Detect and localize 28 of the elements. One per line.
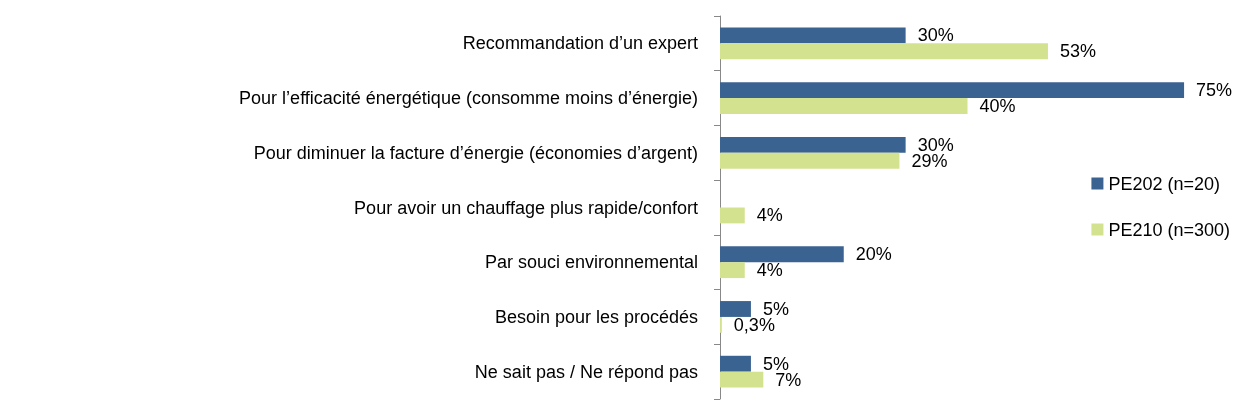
- y-tick-label: Pour l’efficacité énergétique (consomme moins d’énergie): [239, 88, 698, 109]
- y-tick-label: Ne sait pas / Ne répond pas: [474, 361, 698, 382]
- bar: [720, 246, 844, 263]
- bar: [720, 82, 1185, 99]
- data-label: 20%: [855, 244, 892, 265]
- bar: [720, 98, 968, 114]
- data-label: 4%: [756, 205, 783, 226]
- data-label: 75%: [1196, 80, 1233, 101]
- bar: [720, 262, 745, 279]
- bar: [720, 301, 751, 317]
- bar: [720, 43, 1048, 60]
- legend-label: PE210 (n=300): [1108, 219, 1231, 240]
- data-label: 53%: [1059, 41, 1096, 62]
- bar: [720, 207, 745, 224]
- bar: [720, 152, 900, 169]
- legend-label: PE202 (n=20): [1108, 173, 1220, 194]
- y-tick-label: Par souci environnemental: [484, 252, 698, 273]
- y-tick-label: Pour avoir un chauffage plus rapide/confort: [354, 197, 698, 218]
- y-tick-label: Pour diminuer la facture d’énergie (économies d’argent): [253, 142, 698, 163]
- y-tick-label: Besoin pour les procédés: [494, 306, 698, 327]
- data-label: 40%: [979, 96, 1016, 116]
- data-label: 30%: [917, 25, 954, 46]
- bar: [720, 355, 751, 372]
- bar: [720, 371, 764, 388]
- y-tick-label: Recommandation d’un expert: [462, 33, 698, 54]
- bar: [720, 136, 906, 153]
- data-label: 4%: [756, 260, 783, 281]
- bar: [720, 27, 906, 44]
